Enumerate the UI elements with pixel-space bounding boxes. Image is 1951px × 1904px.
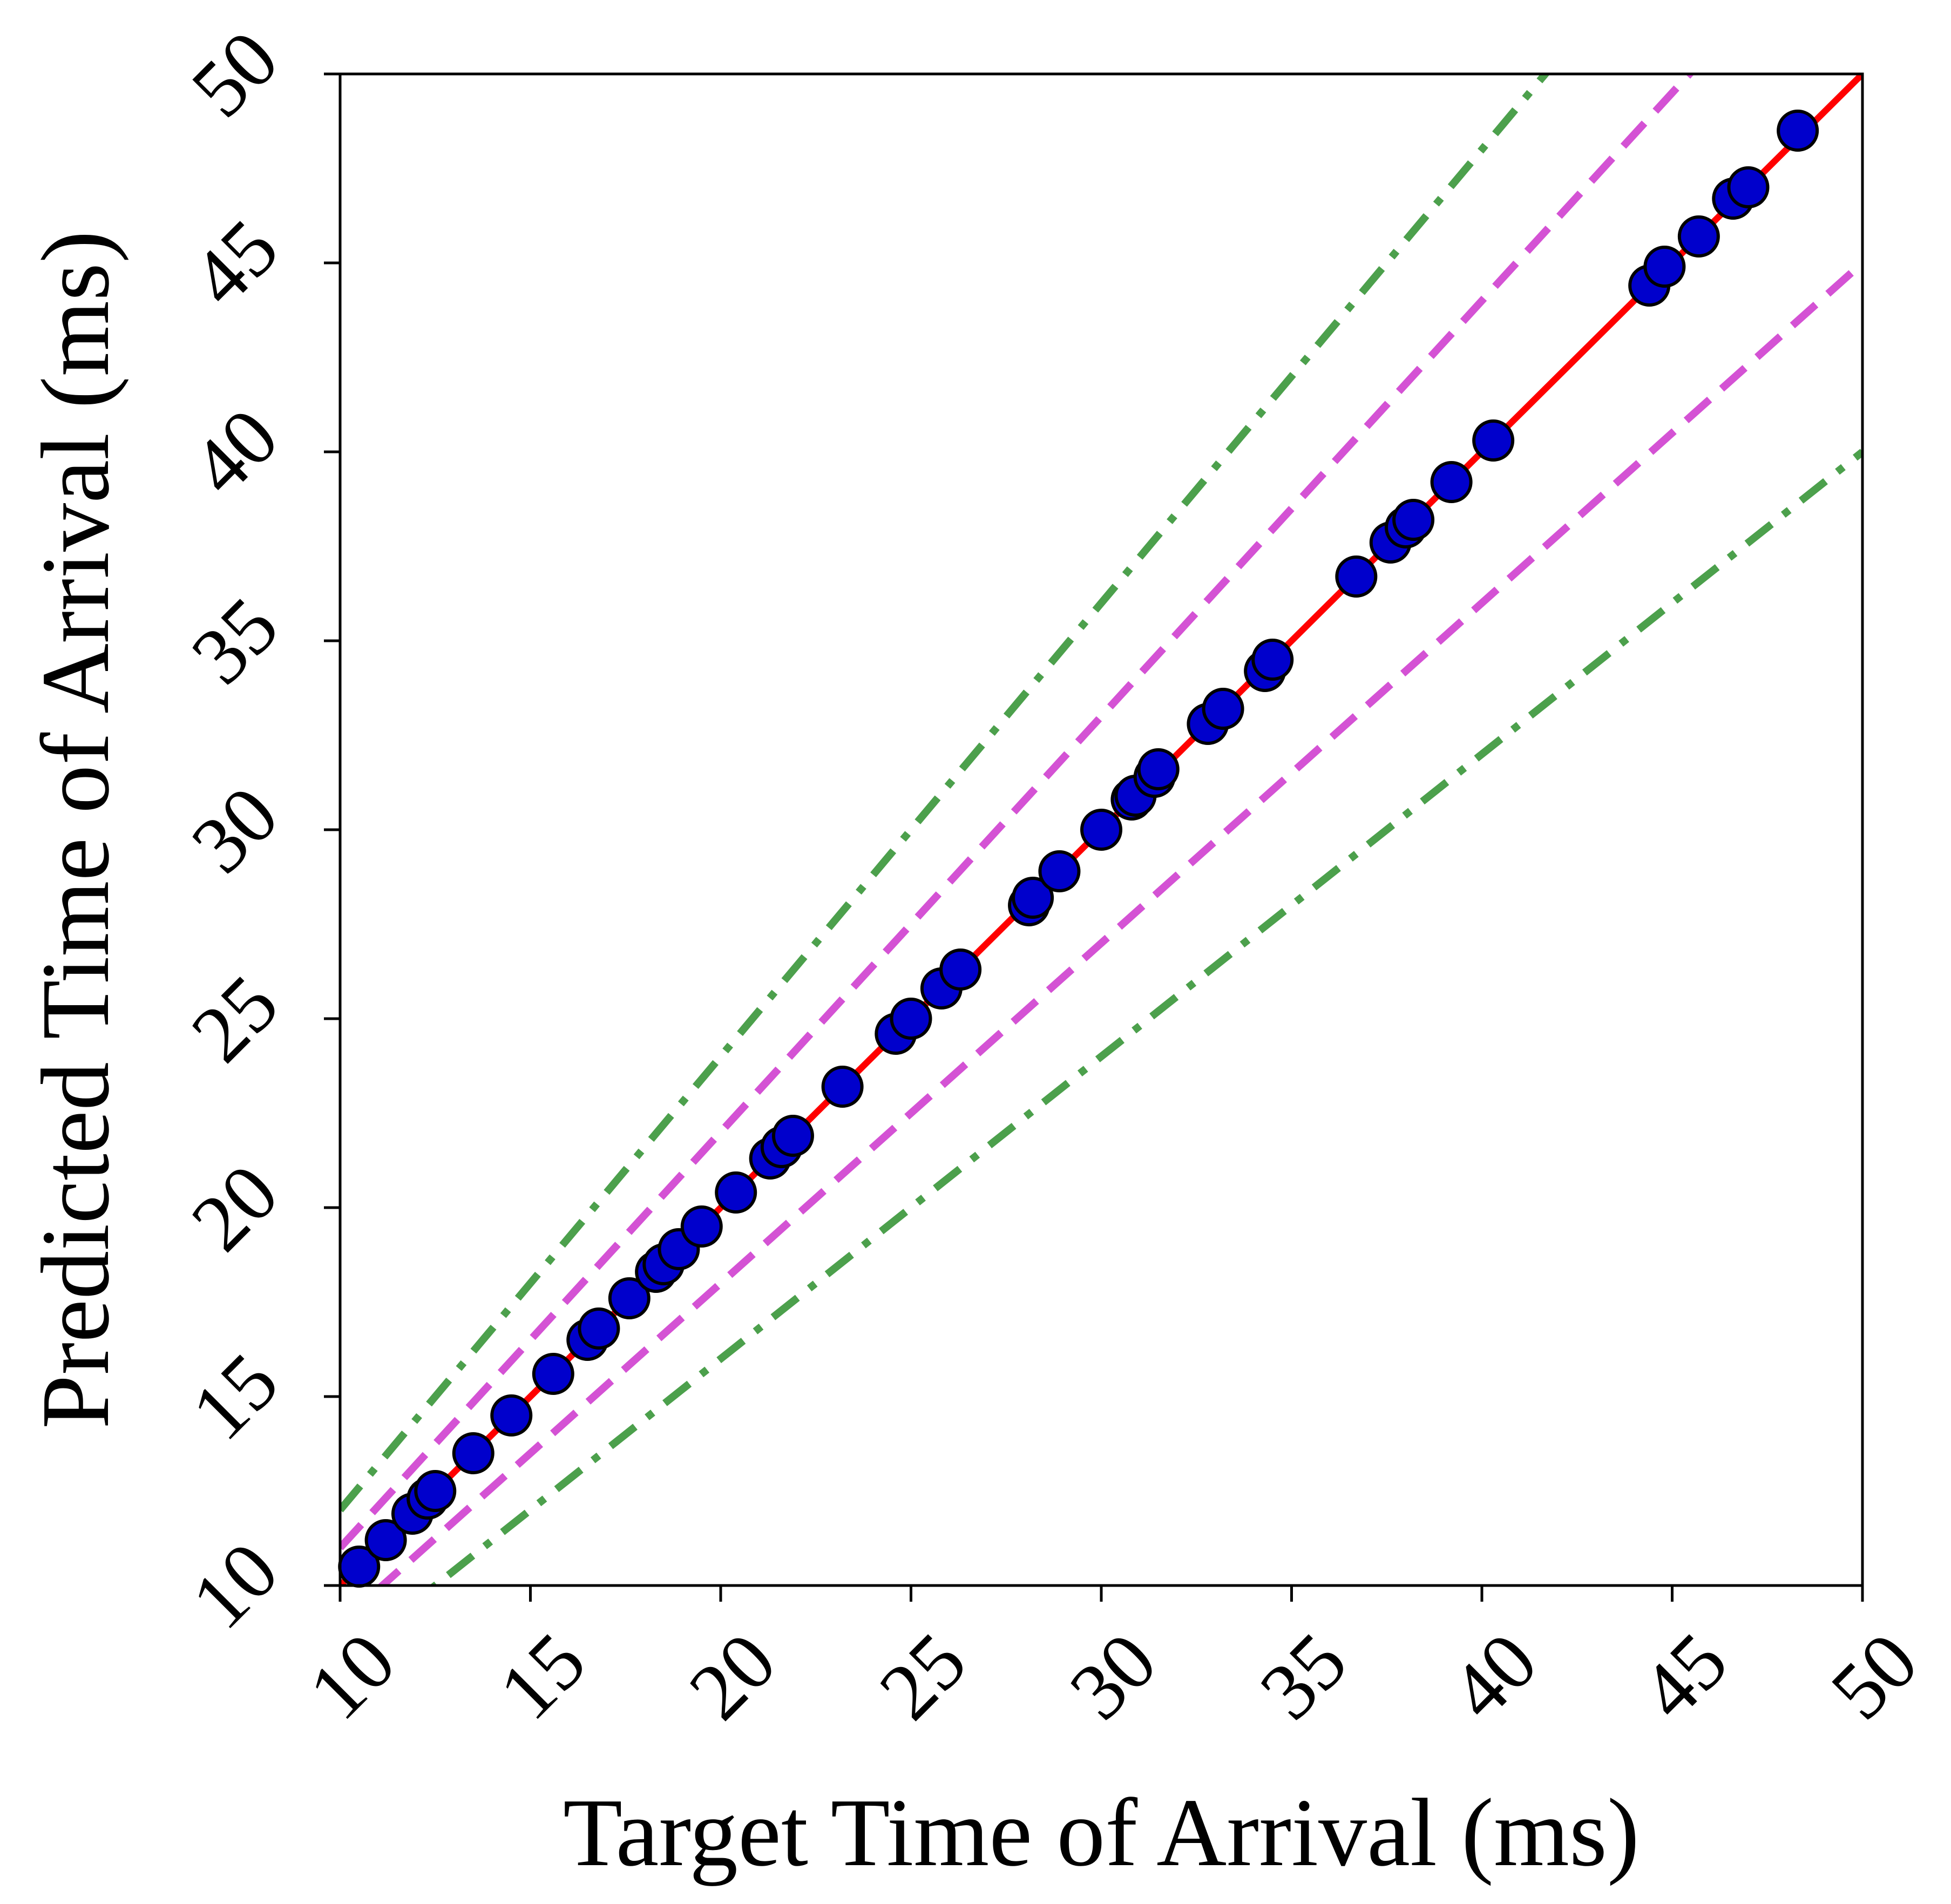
reference-line-dashed-2 <box>376 260 1862 1585</box>
y-tick-label: 25 <box>174 958 295 1079</box>
data-point <box>532 1353 574 1395</box>
reference-line-dashdot-4 <box>429 449 1862 1585</box>
y-tick-label: 50 <box>174 13 295 134</box>
data-point <box>821 1066 864 1108</box>
data-point <box>1777 110 1819 152</box>
data-point <box>1038 850 1081 892</box>
data-point <box>490 1394 533 1437</box>
y-tick-label: 15 <box>174 1336 295 1456</box>
x-tick-label: 25 <box>863 1616 983 1736</box>
x-axis-title: Target Time of Arrival (ms) <box>563 1779 1640 1886</box>
data-point <box>771 1115 814 1157</box>
data-point <box>452 1432 494 1474</box>
y-tick-label: 40 <box>174 391 295 512</box>
data-point <box>939 948 982 991</box>
data-point <box>1137 748 1180 790</box>
data-point <box>1643 246 1686 288</box>
data-point <box>1727 166 1770 208</box>
data-point <box>608 1277 651 1319</box>
x-tick-label: 45 <box>1624 1616 1744 1736</box>
data-point <box>1251 639 1294 681</box>
data-point <box>1392 499 1435 541</box>
data-point <box>1677 215 1720 258</box>
data-point <box>890 998 932 1040</box>
data-point <box>715 1171 757 1214</box>
x-tick-label: 15 <box>482 1616 602 1736</box>
y-axis-title: Predicted Time of Arrival (ms) <box>22 231 129 1429</box>
x-tick-label: 20 <box>672 1616 792 1736</box>
x-tick-label: 35 <box>1243 1616 1364 1736</box>
x-tick-label: 10 <box>292 1616 412 1736</box>
y-tick-label: 10 <box>174 1525 295 1645</box>
y-tick-label: 35 <box>174 580 295 701</box>
data-point <box>1080 809 1122 851</box>
data-point <box>578 1307 620 1350</box>
data-point <box>1012 877 1054 919</box>
y-tick-label: 30 <box>174 769 295 890</box>
x-tick-label: 40 <box>1433 1616 1554 1736</box>
x-tick-label: 50 <box>1814 1616 1934 1736</box>
reference-line-dashdot-3 <box>340 74 1550 1513</box>
data-point <box>1430 461 1473 503</box>
data-point <box>414 1470 457 1512</box>
y-tick-label: 45 <box>174 202 295 323</box>
data-points <box>338 110 1819 1588</box>
data-point <box>1335 555 1378 598</box>
data-point <box>680 1205 723 1248</box>
x-tick-label: 30 <box>1053 1616 1173 1736</box>
reference-line-dashed-1 <box>340 74 1695 1550</box>
data-point <box>364 1519 407 1561</box>
data-point <box>1202 688 1244 730</box>
data-point <box>1472 419 1515 462</box>
y-tick-label: 20 <box>174 1147 295 1268</box>
